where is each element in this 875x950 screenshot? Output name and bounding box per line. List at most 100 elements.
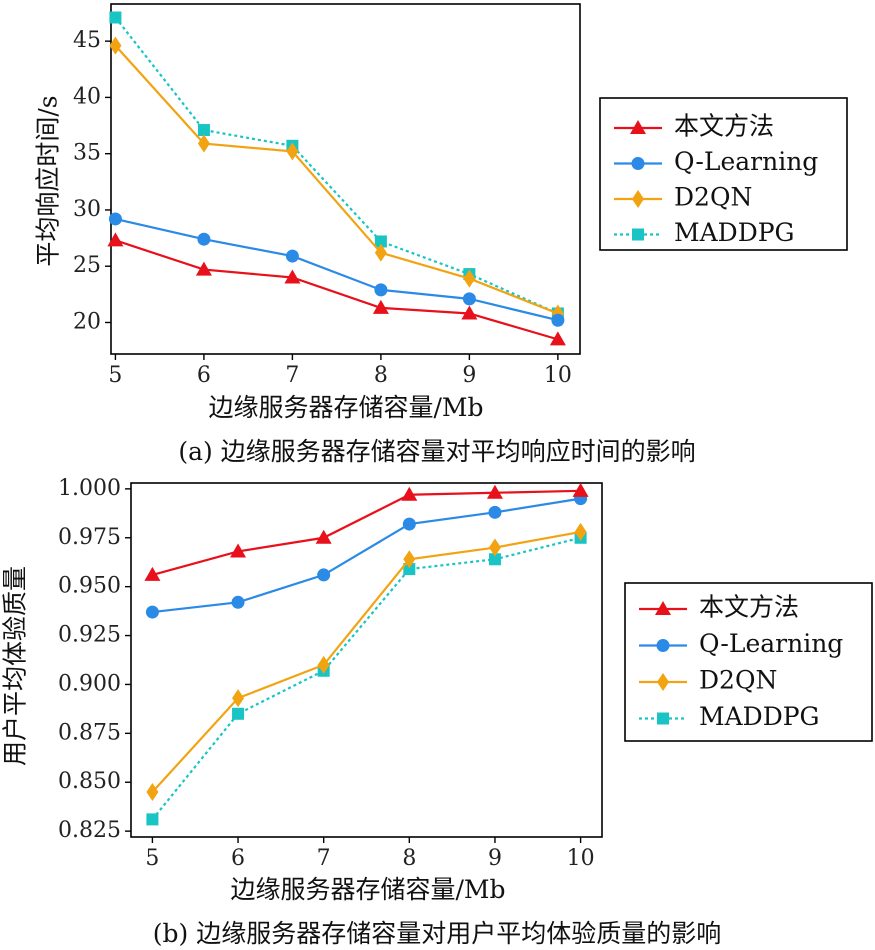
chart-b-legend-label: Q-Learning xyxy=(699,629,843,658)
chart-b-data-point xyxy=(146,813,159,826)
chart-b-data-point xyxy=(574,522,587,541)
chart-b-data-point xyxy=(315,529,332,544)
chart-a-data-point xyxy=(107,232,124,247)
chart-a-data-point xyxy=(109,11,122,24)
chart-b-legend-label: MADDPG xyxy=(699,702,820,731)
chart-a-data-point xyxy=(549,331,566,346)
chart-a-x-tick-label: 10 xyxy=(544,363,572,388)
chart-a-legend-label: MADDPG xyxy=(674,218,795,247)
chart-b-x-tick-label: 5 xyxy=(145,846,159,871)
chart-a-x-axis-label: 边缘服务器存储容量/Mb xyxy=(208,393,483,422)
chart-a-x-tick-label: 5 xyxy=(108,363,122,388)
chart-a-data-point xyxy=(285,249,299,263)
chart-a-data-point xyxy=(197,134,210,153)
chart-a-data-point xyxy=(286,142,299,161)
chart-a-x-ticks: 5 6 7 8 9 10 xyxy=(108,354,572,388)
chart-b-legend: 本文方法 Q-Learning D2QN MADDPG xyxy=(624,582,873,742)
chart-b-x-ticks: 5 6 7 8 9 10 xyxy=(145,837,595,871)
chart-a-data-point xyxy=(551,313,565,327)
chart-b-data-point xyxy=(403,563,416,576)
chart-b-data-point xyxy=(145,605,159,619)
chart-b-y-tick-label: 0.925 xyxy=(58,623,121,648)
chart-b-series-line xyxy=(152,489,581,576)
chart-a: 20 25 30 35 40 45 5 6 7 8 9 10 平均响应时间/s 边缘服务器存储容量/… xyxy=(34,3,848,466)
chart-b-x-tick-label: 8 xyxy=(402,846,416,871)
chart-a-series-line xyxy=(114,44,559,315)
chart-b-data-point xyxy=(488,538,501,557)
chart-a-data-point xyxy=(462,292,476,306)
chart-b-data-point xyxy=(488,553,501,566)
chart-a-legend-marker xyxy=(631,157,645,170)
chart-a-caption: (a) 边缘服务器存储容量对平均响应时间的影响 xyxy=(178,437,695,466)
chart-a-data-point xyxy=(374,283,388,297)
chart-a-y-tick-label: 25 xyxy=(73,253,101,278)
chart-b-data-point xyxy=(488,505,502,519)
chart-a-series-line xyxy=(115,239,559,341)
chart-b-data-point xyxy=(317,655,330,674)
chart-a-legend-label: 本文方法 xyxy=(674,112,774,141)
chart-a-series-line xyxy=(115,217,559,322)
chart-b-series-circle xyxy=(145,492,588,619)
chart-a-y-tick-label: 45 xyxy=(73,28,101,53)
chart-a-y-tick-label: 40 xyxy=(73,84,101,109)
chart-b-y-tick-label: 1.000 xyxy=(58,476,121,501)
chart-a-series-diamond xyxy=(109,36,564,323)
chart-a-legend-label: D2QN xyxy=(674,183,752,212)
chart-b-data-point xyxy=(317,568,331,582)
chart-a-plot-frame xyxy=(110,3,581,355)
chart-b-legend-marker xyxy=(656,639,670,652)
chart-b-data-point xyxy=(402,517,416,531)
chart-a-data-point xyxy=(374,243,387,262)
chart-b-y-tick-label: 0.900 xyxy=(58,671,121,696)
chart-b-y-axis-label: 用户平均体验质量 xyxy=(1,566,30,766)
chart-b-legend-marker xyxy=(657,673,669,691)
chart-a-y-tick-label: 30 xyxy=(73,197,101,222)
chart-a-data-point xyxy=(374,235,387,248)
chart-a-x-tick-label: 7 xyxy=(285,363,299,388)
chart-b-y-ticks: 0.825 0.850 0.875 0.900 0.925 0.950 0.975 1.000 xyxy=(58,476,131,843)
chart-b-legend-label: D2QN xyxy=(699,666,777,695)
chart-a-y-ticks: 20 25 30 35 40 45 xyxy=(73,28,111,334)
chart-b-data-point xyxy=(401,486,418,501)
chart-a-data-point xyxy=(461,305,478,320)
chart-a-series-circle xyxy=(108,212,565,327)
chart-b-x-tick-label: 9 xyxy=(488,846,502,871)
chart-b-y-tick-label: 0.825 xyxy=(58,818,121,843)
chart-b-data-point xyxy=(403,550,416,569)
chart-b-series xyxy=(144,482,589,826)
chart-b-data-point xyxy=(232,707,245,720)
chart-a-y-tick-label: 35 xyxy=(73,141,101,166)
chart-b-legend-marker xyxy=(657,712,669,725)
chart-b-x-tick-label: 7 xyxy=(317,846,331,871)
chart-a-y-axis-label: 平均响应时间/s xyxy=(34,95,63,266)
chart-b-data-point xyxy=(486,484,503,499)
chart-b-series-triangle xyxy=(144,482,589,581)
chart-b-caption: (b) 边缘服务器存储容量对用户平均体验质量的影响 xyxy=(153,919,721,948)
chart-a-legend-marker xyxy=(632,228,644,241)
chart-a-y-tick-label: 20 xyxy=(73,309,101,334)
chart-b-y-tick-label: 0.950 xyxy=(58,574,121,599)
chart-a-series-triangle xyxy=(107,232,566,346)
chart-b-series-line xyxy=(152,497,581,614)
chart-a-legend-box xyxy=(599,97,848,251)
chart-b-data-point xyxy=(230,543,247,558)
chart-b-data-point xyxy=(572,482,589,497)
chart-a-x-tick-label: 9 xyxy=(462,363,476,388)
chart-a-data-point xyxy=(284,269,301,284)
chart-b-series-square xyxy=(146,531,587,826)
chart-a-legend-marker xyxy=(630,120,646,134)
chart-b-x-axis-label: 边缘服务器存储容量/Mb xyxy=(230,875,505,904)
chart-a-legend: 本文方法 Q-Learning D2QN MADDPG xyxy=(599,97,848,251)
chart-a-x-tick-label: 6 xyxy=(197,363,211,388)
chart-b-x-tick-label: 6 xyxy=(231,846,245,871)
chart-a-x-tick-label: 8 xyxy=(374,363,388,388)
chart-b-x-tick-label: 10 xyxy=(567,846,595,871)
chart-a-data-point xyxy=(108,212,122,226)
chart-b-data-point xyxy=(232,689,245,708)
chart-b-data-point xyxy=(144,566,161,581)
chart-b-legend-label: 本文方法 xyxy=(699,593,799,622)
chart-b: 0.825 0.850 0.875 0.900 0.925 0.950 0.975 1.000… xyxy=(1,476,873,948)
chart-a-data-point xyxy=(463,269,476,288)
chart-b-data-point xyxy=(231,595,245,609)
